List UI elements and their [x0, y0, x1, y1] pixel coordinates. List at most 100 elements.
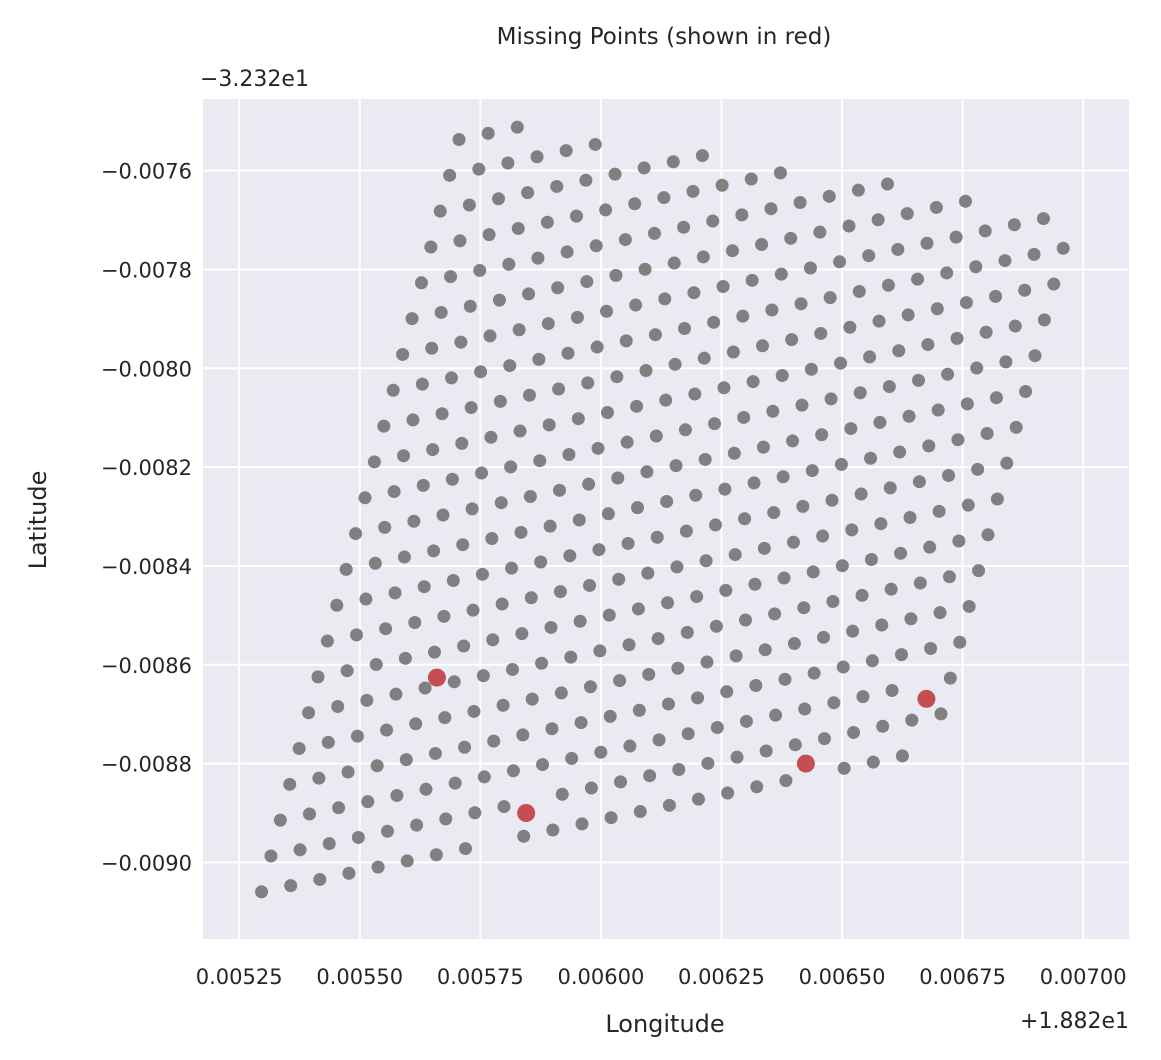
data-point [642, 667, 656, 681]
data-point [920, 236, 934, 250]
data-point [815, 428, 829, 442]
data-point [390, 788, 404, 802]
data-point [492, 192, 506, 206]
data-point [756, 440, 770, 454]
data-point [511, 221, 525, 235]
data-point [738, 512, 752, 526]
data-point [971, 462, 985, 476]
data-point [330, 598, 344, 612]
data-point [794, 297, 808, 311]
data-point [900, 207, 914, 221]
data-point [911, 272, 925, 286]
data-point [477, 770, 491, 784]
data-point [485, 532, 499, 546]
data-point [496, 698, 510, 712]
data-point [721, 786, 735, 800]
data-point [583, 680, 597, 694]
data-point [553, 483, 567, 497]
data-point [758, 643, 772, 657]
data-point [466, 603, 480, 617]
x-tick-label: 0.00600 [557, 965, 644, 989]
data-point [901, 308, 915, 322]
data-point [399, 753, 413, 767]
data-point [550, 179, 564, 193]
data-point [331, 700, 345, 714]
data-point [360, 693, 374, 707]
data-point [467, 704, 481, 718]
data-point [1008, 319, 1022, 333]
data-point [690, 590, 704, 604]
data-point [904, 612, 918, 626]
data-point [602, 608, 616, 622]
data-point [493, 394, 507, 408]
data-point [666, 155, 680, 169]
data-point [622, 638, 636, 652]
data-point [564, 650, 578, 664]
data-point [1028, 349, 1042, 363]
data-point [881, 278, 895, 292]
data-point [1047, 277, 1061, 291]
data-point [727, 446, 741, 460]
data-point [637, 161, 651, 175]
data-point [650, 530, 664, 544]
data-point [785, 333, 799, 347]
data-point [716, 280, 730, 294]
data-point [592, 543, 606, 557]
data-point [707, 315, 721, 329]
data-point [409, 717, 423, 731]
data-point [444, 371, 458, 385]
data-point [999, 355, 1013, 369]
data-point [872, 314, 886, 328]
data-point [651, 632, 665, 646]
data-point [678, 423, 692, 437]
data-point [643, 769, 657, 783]
data-point [581, 376, 595, 390]
data-point [826, 595, 840, 609]
data-point [852, 284, 866, 298]
data-point [689, 488, 703, 502]
data-point [805, 464, 819, 478]
data-point [517, 829, 531, 843]
data-point [807, 666, 821, 680]
data-point [462, 198, 476, 212]
missing-point [796, 754, 815, 773]
data-point [678, 322, 692, 336]
data-point [817, 630, 831, 644]
data-point [618, 233, 632, 247]
missing-point [917, 689, 936, 708]
data-point [729, 649, 743, 663]
data-point [978, 224, 992, 238]
data-point [464, 401, 478, 415]
data-point [408, 616, 422, 630]
data-point [630, 501, 644, 515]
data-point [834, 457, 848, 471]
data-point [534, 555, 548, 569]
data-point [302, 807, 316, 821]
data-point [429, 848, 443, 862]
data-point [725, 244, 739, 258]
data-point [912, 475, 926, 489]
data-point [970, 361, 984, 375]
data-point [614, 775, 628, 789]
data-point [292, 742, 306, 756]
data-point [942, 570, 956, 584]
data-point [454, 335, 468, 349]
data-point [521, 186, 535, 200]
data-point [631, 602, 645, 616]
data-point [669, 459, 683, 473]
data-point [652, 733, 666, 747]
data-point [911, 373, 925, 387]
data-point [504, 460, 518, 474]
data-point [662, 798, 676, 812]
data-point [428, 645, 441, 659]
data-point [544, 620, 558, 634]
data-point [922, 439, 936, 453]
data-point [796, 499, 810, 513]
missing-point [427, 668, 446, 687]
data-point [435, 407, 449, 421]
data-point [883, 481, 897, 495]
data-point [530, 150, 544, 164]
data-point [476, 669, 490, 683]
data-point [757, 541, 771, 555]
data-point [866, 755, 880, 769]
